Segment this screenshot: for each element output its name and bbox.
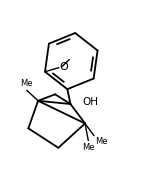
Text: OH: OH: [83, 97, 99, 107]
Text: Me: Me: [96, 137, 108, 146]
Text: Me: Me: [20, 79, 32, 88]
Text: O: O: [60, 62, 68, 72]
Text: Me: Me: [82, 143, 95, 152]
